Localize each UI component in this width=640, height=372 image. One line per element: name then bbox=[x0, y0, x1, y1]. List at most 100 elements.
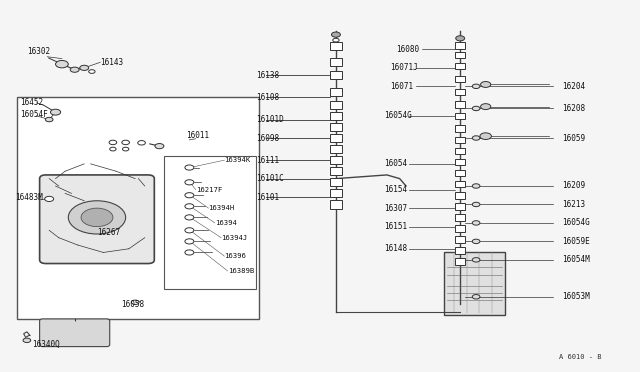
Circle shape bbox=[185, 250, 194, 255]
Text: 16054F: 16054F bbox=[20, 109, 48, 119]
Circle shape bbox=[185, 204, 194, 209]
Text: 16452: 16452 bbox=[20, 99, 44, 108]
Bar bbox=[330, 42, 342, 50]
Bar bbox=[456, 203, 465, 210]
Text: 16209: 16209 bbox=[562, 182, 585, 190]
Text: 16204: 16204 bbox=[562, 82, 585, 91]
Text: 16071: 16071 bbox=[390, 82, 413, 91]
Bar bbox=[456, 62, 465, 69]
Text: 16053M: 16053M bbox=[562, 292, 590, 301]
Text: 16098: 16098 bbox=[256, 134, 280, 142]
Text: 16208: 16208 bbox=[562, 104, 585, 113]
Circle shape bbox=[333, 38, 339, 42]
Bar bbox=[456, 89, 465, 95]
Text: 16058: 16058 bbox=[121, 300, 144, 310]
Text: 16138: 16138 bbox=[256, 71, 280, 80]
Bar bbox=[456, 192, 465, 199]
Text: 16111: 16111 bbox=[256, 155, 280, 165]
Circle shape bbox=[81, 208, 113, 227]
Text: 16071J: 16071J bbox=[390, 63, 418, 72]
Circle shape bbox=[185, 165, 194, 170]
Text: 16483M: 16483M bbox=[15, 193, 43, 202]
Circle shape bbox=[109, 147, 116, 151]
Text: 16151: 16151 bbox=[384, 222, 407, 231]
Bar bbox=[456, 52, 465, 58]
Bar bbox=[456, 137, 465, 143]
Circle shape bbox=[472, 106, 480, 111]
Circle shape bbox=[185, 228, 194, 233]
Bar bbox=[456, 125, 465, 132]
Circle shape bbox=[332, 32, 340, 37]
Circle shape bbox=[472, 221, 480, 225]
Text: 16080: 16080 bbox=[396, 45, 420, 54]
FancyBboxPatch shape bbox=[40, 319, 109, 347]
Circle shape bbox=[472, 184, 480, 188]
Circle shape bbox=[138, 141, 145, 145]
Circle shape bbox=[481, 104, 491, 110]
Text: 16108: 16108 bbox=[256, 93, 280, 102]
Text: 16213: 16213 bbox=[562, 200, 585, 209]
Text: 16340Q: 16340Q bbox=[32, 340, 60, 349]
Circle shape bbox=[109, 140, 116, 145]
Circle shape bbox=[122, 147, 129, 151]
Circle shape bbox=[472, 295, 480, 299]
Text: 16148: 16148 bbox=[384, 244, 407, 253]
Bar bbox=[456, 102, 465, 108]
Circle shape bbox=[23, 338, 31, 343]
Text: 16054G: 16054G bbox=[562, 218, 590, 227]
Bar bbox=[456, 42, 465, 49]
Circle shape bbox=[131, 300, 139, 305]
Bar bbox=[164, 157, 256, 289]
Bar bbox=[330, 145, 342, 153]
Bar bbox=[456, 225, 465, 232]
Text: 16267: 16267 bbox=[97, 228, 120, 237]
Text: 16154: 16154 bbox=[384, 185, 407, 194]
Text: 16307: 16307 bbox=[384, 203, 407, 213]
Text: 16011: 16011 bbox=[186, 131, 209, 140]
Bar bbox=[330, 134, 342, 142]
Bar bbox=[330, 201, 342, 209]
Circle shape bbox=[68, 201, 125, 234]
Text: 16394H: 16394H bbox=[209, 205, 235, 211]
Circle shape bbox=[481, 81, 491, 87]
Circle shape bbox=[456, 36, 465, 41]
Text: 16302: 16302 bbox=[27, 47, 50, 56]
Bar bbox=[330, 167, 342, 175]
Bar bbox=[330, 156, 342, 164]
Text: 16059E: 16059E bbox=[562, 237, 590, 246]
Text: 16054: 16054 bbox=[384, 159, 407, 169]
Circle shape bbox=[185, 215, 194, 220]
Text: 16101: 16101 bbox=[256, 193, 280, 202]
Bar bbox=[17, 97, 259, 319]
Circle shape bbox=[472, 84, 480, 89]
Bar bbox=[456, 148, 465, 154]
Text: 16059: 16059 bbox=[562, 134, 585, 142]
Text: 16217F: 16217F bbox=[196, 187, 222, 193]
Bar bbox=[330, 178, 342, 186]
Circle shape bbox=[185, 239, 194, 244]
Text: 16396: 16396 bbox=[225, 253, 246, 259]
Text: 16101D: 16101D bbox=[256, 115, 284, 124]
Text: 16394J: 16394J bbox=[221, 235, 248, 241]
Circle shape bbox=[45, 117, 53, 122]
Circle shape bbox=[89, 70, 95, 73]
Bar bbox=[444, 253, 505, 315]
Bar bbox=[330, 88, 342, 96]
Circle shape bbox=[70, 67, 79, 72]
Circle shape bbox=[472, 239, 480, 244]
Bar bbox=[456, 236, 465, 243]
Bar bbox=[456, 76, 465, 82]
Circle shape bbox=[80, 65, 89, 70]
Bar bbox=[330, 58, 342, 66]
Text: 16143: 16143 bbox=[100, 58, 124, 67]
Bar bbox=[330, 101, 342, 109]
Bar bbox=[456, 214, 465, 221]
Circle shape bbox=[51, 109, 61, 115]
Circle shape bbox=[155, 144, 164, 149]
Bar bbox=[456, 247, 465, 254]
Bar bbox=[330, 71, 342, 79]
Text: 16101C: 16101C bbox=[256, 174, 284, 183]
Text: A 6010 - B: A 6010 - B bbox=[559, 353, 602, 359]
Circle shape bbox=[185, 180, 194, 185]
Text: 16394: 16394 bbox=[215, 220, 237, 226]
